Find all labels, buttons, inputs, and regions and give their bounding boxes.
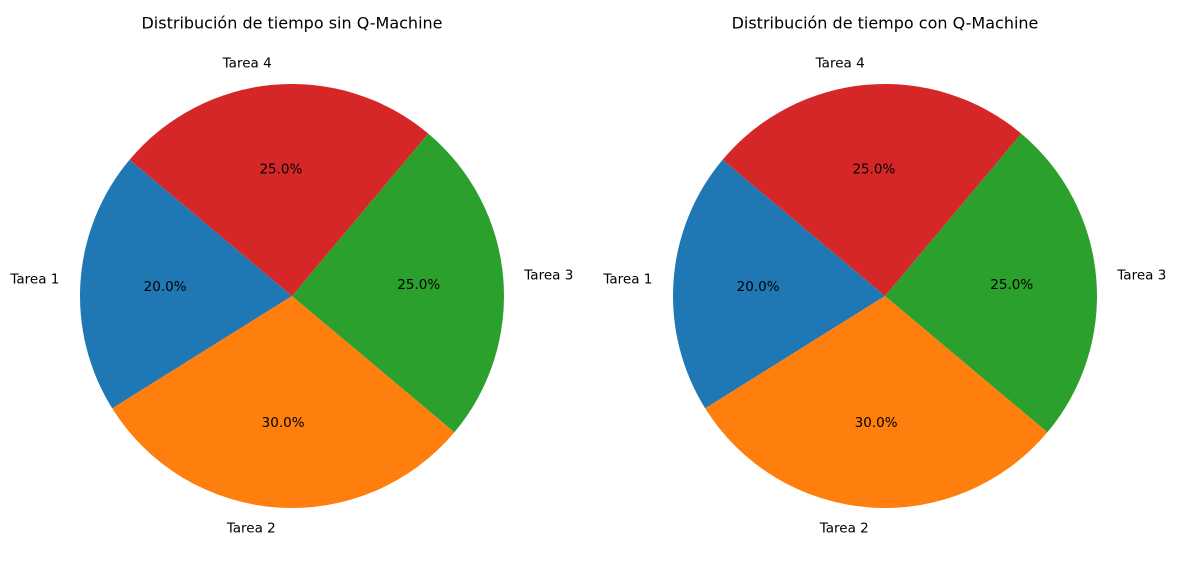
chart-title: Distribución de tiempo con Q-Machine: [732, 14, 1039, 33]
percent-label: 20.0%: [737, 279, 780, 295]
percent-label: 25.0%: [852, 161, 895, 177]
slice-label: Tarea 4: [815, 56, 865, 72]
percent-label: 25.0%: [259, 161, 302, 177]
pie-chart-2: Distribución de tiempo con Q-Machine Tare…: [602, 14, 1166, 537]
slice-label: Tarea 1: [602, 272, 652, 288]
slice-label: Tarea 2: [226, 521, 276, 537]
pie-slice-tarea-1: [79, 159, 292, 409]
pie-slice-tarea-4: [722, 84, 1022, 296]
slice-label: Tarea 3: [1116, 268, 1166, 284]
percent-label: 25.0%: [990, 277, 1033, 293]
pie-slice-tarea-2: [705, 296, 1048, 508]
slice-label: Tarea 4: [222, 56, 272, 72]
slice-label: Tarea 2: [819, 521, 869, 537]
chart-title: Distribución de tiempo sin Q-Machine: [141, 14, 442, 33]
slice-label: Tarea 1: [9, 272, 59, 288]
percent-label: 20.0%: [144, 279, 187, 295]
pie-slice-tarea-1: [672, 159, 885, 409]
pie-slice-tarea-3: [292, 133, 504, 433]
pie-slice-tarea-3: [885, 133, 1097, 433]
pie-slice-tarea-4: [129, 84, 429, 296]
pie-slice-tarea-2: [112, 296, 455, 508]
pie-chart-1: Distribución de tiempo sin Q-Machine Tare…: [9, 14, 573, 537]
percent-label: 25.0%: [397, 277, 440, 293]
percent-label: 30.0%: [262, 415, 305, 431]
percent-label: 30.0%: [855, 415, 898, 431]
slice-label: Tarea 3: [523, 268, 573, 284]
